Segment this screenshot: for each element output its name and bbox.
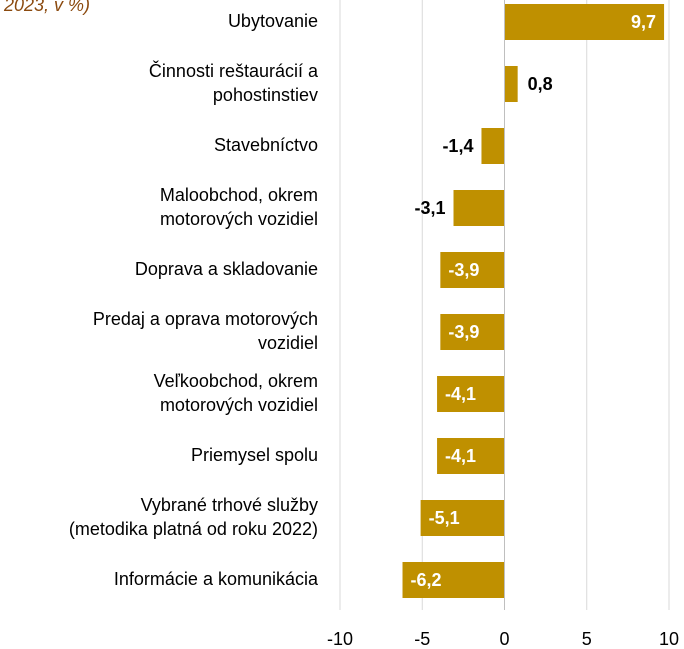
- chart-title: 2023, v %): [3, 0, 90, 15]
- bar: [402, 562, 505, 598]
- value-label: -3,1: [414, 198, 445, 218]
- y-tick-label: Priemysel spolu: [191, 445, 318, 465]
- y-tick-label: Predaj a oprava motorových vozidiel: [93, 309, 318, 353]
- bar: [453, 190, 505, 226]
- x-tick-label: 5: [582, 629, 592, 649]
- bar: [504, 4, 665, 40]
- y-tick-label: Veľkoobchod, okrem motorových vozidiel: [154, 371, 318, 415]
- bar: [481, 128, 505, 164]
- x-tick-label: 0: [499, 629, 509, 649]
- value-label: -1,4: [442, 136, 473, 156]
- y-tick-label: Ubytovanie: [228, 11, 318, 31]
- value-label: 9,7: [631, 12, 656, 32]
- value-label: -4,1: [445, 446, 476, 466]
- bar: [504, 66, 518, 102]
- bar: [440, 314, 505, 350]
- x-tick-label: -5: [414, 629, 430, 649]
- bar: [440, 252, 505, 288]
- y-tick-label: Činnosti reštaurácií a pohostinstiev: [149, 60, 319, 105]
- x-tick-label: -10: [327, 629, 353, 649]
- y-tick-label: Maloobchod, okrem motorových vozidiel: [160, 185, 318, 229]
- value-label: -3,9: [448, 260, 479, 280]
- value-label: -6,2: [411, 570, 442, 590]
- x-tick-label: 10: [659, 629, 679, 649]
- value-label: 0,8: [528, 74, 553, 94]
- y-tick-label: Informácie a komunikácia: [114, 569, 319, 589]
- value-label: -4,1: [445, 384, 476, 404]
- y-tick-label: Doprava a skladovanie: [135, 259, 318, 279]
- value-label: -3,9: [448, 322, 479, 342]
- y-tick-label: Vybrané trhové služby (metodika platná od…: [69, 495, 318, 539]
- bar: [437, 376, 505, 412]
- y-tick-label: Stavebníctvo: [214, 135, 318, 155]
- bar: [420, 500, 505, 536]
- value-label: -5,1: [429, 508, 460, 528]
- bar: [437, 438, 505, 474]
